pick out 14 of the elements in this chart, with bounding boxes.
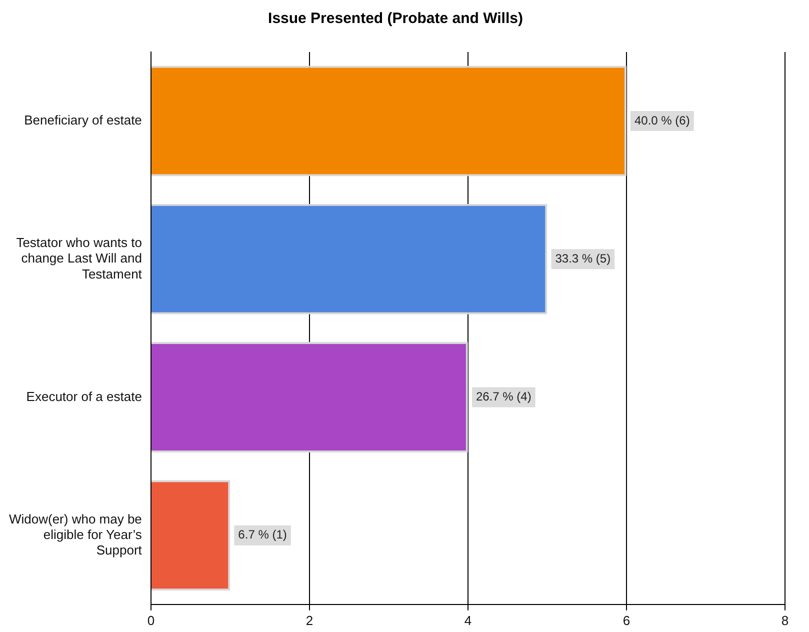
x-tick-label: 0: [147, 612, 155, 628]
data-label: 40.0 % (6): [634, 113, 690, 128]
x-tick-label: 2: [306, 612, 314, 628]
y-tick-label: Beneficiary of estate: [24, 112, 142, 128]
y-tick-label: Executor of a estate: [26, 388, 142, 404]
data-label: 33.3 % (5): [555, 251, 611, 266]
chart-title: Issue Presented (Probate and Wills): [268, 10, 523, 28]
x-tick-label: 6: [622, 612, 630, 628]
x-tick-label: 4: [464, 612, 472, 628]
y-tick-label: Widow(er) who may be eligible for Year’s Support: [8, 511, 142, 558]
data-label: 26.7 % (4): [476, 390, 532, 404]
data-label: 6.7 % (1): [238, 528, 287, 542]
y-tick-label: Testator who wants to change Last Will and Testament: [16, 235, 142, 282]
x-tick-label: 8: [781, 612, 789, 628]
